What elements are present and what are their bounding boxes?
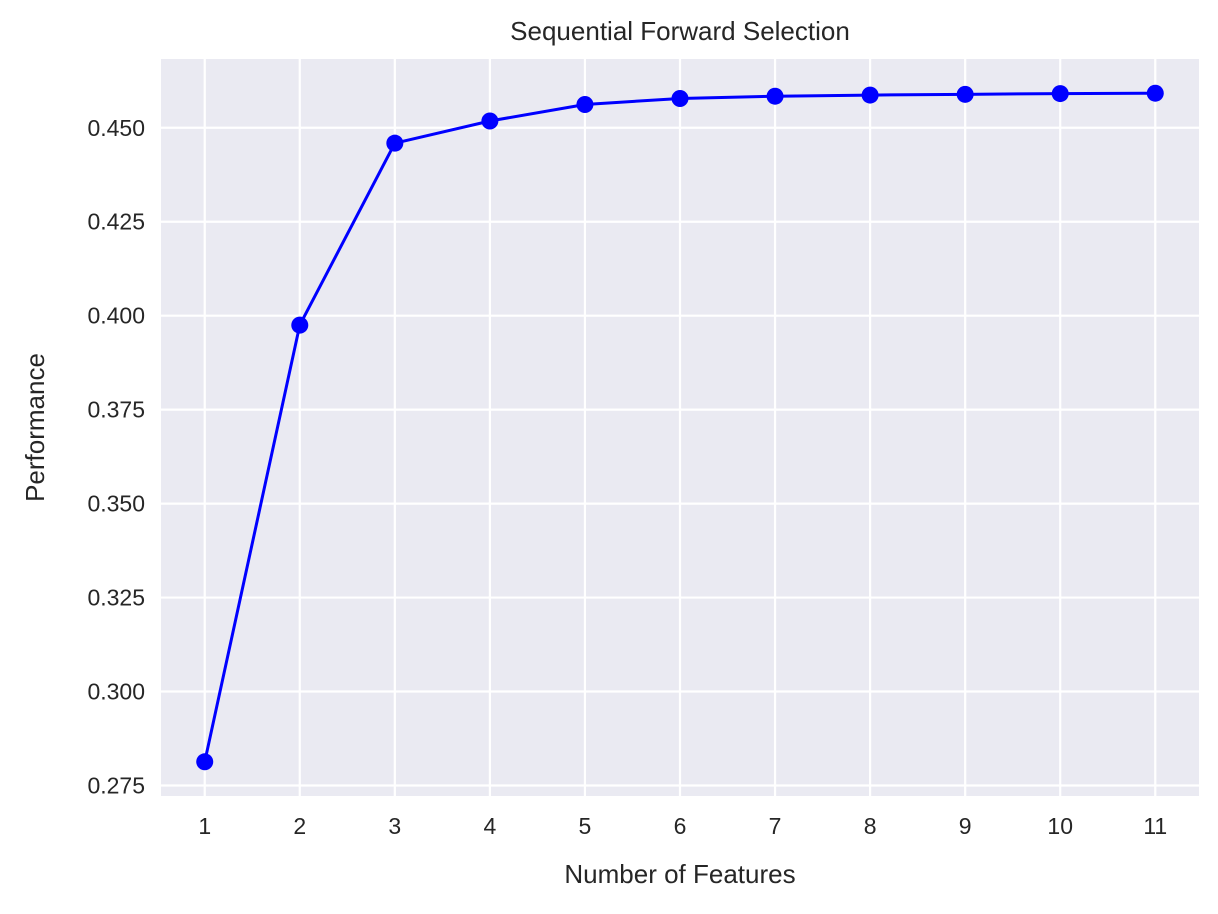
- y-tick-label: 0.325: [87, 585, 145, 611]
- x-tick-label: 9: [959, 813, 972, 839]
- data-point: [1051, 85, 1069, 103]
- chart-title: Sequential Forward Selection: [510, 16, 850, 46]
- x-tick-label: 1: [198, 813, 211, 839]
- y-tick-label: 0.350: [87, 491, 145, 517]
- data-point: [481, 112, 499, 130]
- x-tick-label: 3: [388, 813, 401, 839]
- y-tick-label: 0.300: [87, 679, 145, 705]
- x-tick-label: 2: [293, 813, 306, 839]
- data-point: [671, 89, 689, 107]
- data-point: [196, 753, 214, 771]
- x-tick-label: 4: [483, 813, 496, 839]
- x-tick-label: 11: [1143, 813, 1167, 839]
- data-point: [291, 316, 309, 334]
- data-point: [1146, 84, 1164, 102]
- data-point: [956, 85, 974, 103]
- data-point: [386, 134, 404, 152]
- x-axis-label: Number of Features: [564, 859, 795, 889]
- y-axis-label: Performance: [20, 353, 50, 502]
- x-tick-label: 5: [579, 813, 592, 839]
- y-tick-label: 0.450: [87, 115, 145, 141]
- x-tick-label: 6: [674, 813, 687, 839]
- data-point: [766, 87, 784, 105]
- x-tick-label: 10: [1047, 813, 1073, 839]
- data-point: [576, 95, 594, 113]
- data-point: [861, 86, 879, 104]
- series-layer: [196, 84, 1164, 771]
- x-tick-label: 7: [769, 813, 782, 839]
- grid: [161, 59, 1199, 796]
- y-tick-label: 0.275: [87, 772, 145, 798]
- y-axis-ticks: 0.275 0.300 0.325 0.350 0.375 0.400 0.425 0.450: [87, 115, 145, 799]
- x-tick-label: 8: [864, 813, 877, 839]
- x-axis-ticks: 1 2 3 4 5 6 7 8 9 10 11: [198, 813, 1167, 839]
- y-tick-label: 0.375: [87, 397, 145, 423]
- y-tick-label: 0.400: [87, 303, 145, 329]
- y-tick-label: 0.425: [87, 209, 145, 235]
